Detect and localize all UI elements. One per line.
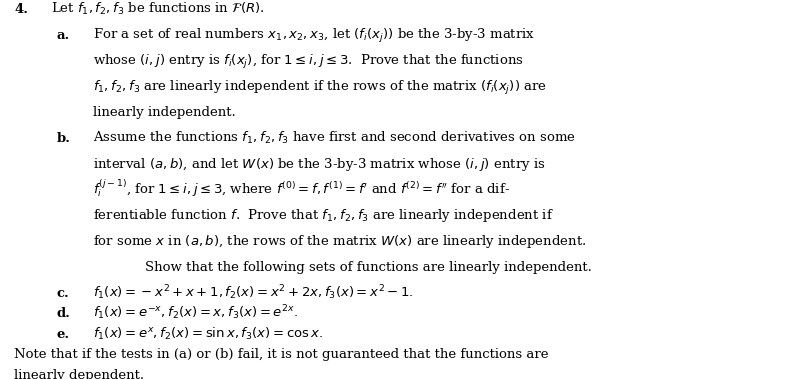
Text: $f_1(x) = e^x, f_2(x) = \sin x, f_3(x) = \cos x.$: $f_1(x) = e^x, f_2(x) = \sin x, f_3(x) =… — [93, 326, 323, 342]
Text: b.: b. — [57, 132, 71, 145]
Text: d.: d. — [57, 307, 71, 320]
Text: ferentiable function $f$.  Prove that $f_1, f_2, f_3$ are linearly independent i: ferentiable function $f$. Prove that $f_… — [93, 207, 553, 224]
Text: 4.: 4. — [14, 3, 28, 16]
Text: e.: e. — [57, 328, 70, 341]
Text: Show that the following sets of functions are linearly independent.: Show that the following sets of function… — [145, 261, 592, 274]
Text: $f_1(x) = e^{-x}, f_2(x) = x, f_3(x) = e^{2x}.$: $f_1(x) = e^{-x}, f_2(x) = x, f_3(x) = e… — [93, 303, 298, 322]
Text: interval $(a, b)$, and let $W(x)$ be the 3-by-3 matrix whose $(i, j)$ entry is: interval $(a, b)$, and let $W(x)$ be the… — [93, 156, 545, 173]
Text: For a set of real numbers $x_1, x_2, x_3$, let $(f_i(x_j))$ be the 3-by-3 matrix: For a set of real numbers $x_1, x_2, x_3… — [93, 27, 535, 45]
Text: $f_i^{(j-1)}$, for $1 \leq i, j \leq 3$, where $f^{(0)} = f, f^{(1)} = f'$ and $: $f_i^{(j-1)}$, for $1 \leq i, j \leq 3$,… — [93, 177, 509, 199]
Text: Let $f_1, f_2, f_3$ be functions in $\mathcal{F}(R)$.: Let $f_1, f_2, f_3$ be functions in $\ma… — [51, 1, 265, 17]
Text: linearly dependent.: linearly dependent. — [14, 369, 144, 379]
Text: a.: a. — [57, 29, 70, 42]
Text: Assume the functions $f_1, f_2, f_3$ have first and second derivatives on some: Assume the functions $f_1, f_2, f_3$ hav… — [93, 130, 575, 146]
Text: $f_1, f_2, f_3$ are linearly independent if the rows of the matrix $(f_i(x_j))$ : $f_1, f_2, f_3$ are linearly independent… — [93, 79, 546, 97]
Text: whose $(i, j)$ entry is $f_i(x_j)$, for $1 \leq i, j \leq 3$.  Prove that the fu: whose $(i, j)$ entry is $f_i(x_j)$, for … — [93, 53, 524, 71]
Text: $f_1(x) = -x^2 + x + 1, f_2(x) = x^2 + 2x, f_3(x) = x^2 - 1.$: $f_1(x) = -x^2 + x + 1, f_2(x) = x^2 + 2… — [93, 283, 414, 302]
Text: linearly independent.: linearly independent. — [93, 106, 236, 119]
Text: c.: c. — [57, 287, 69, 300]
Text: for some $x$ in $(a, b)$, the rows of the matrix $W(x)$ are linearly independent: for some $x$ in $(a, b)$, the rows of th… — [93, 233, 586, 250]
Text: Note that if the tests in (a) or (b) fail, it is not guaranteed that the functio: Note that if the tests in (a) or (b) fai… — [14, 348, 549, 361]
